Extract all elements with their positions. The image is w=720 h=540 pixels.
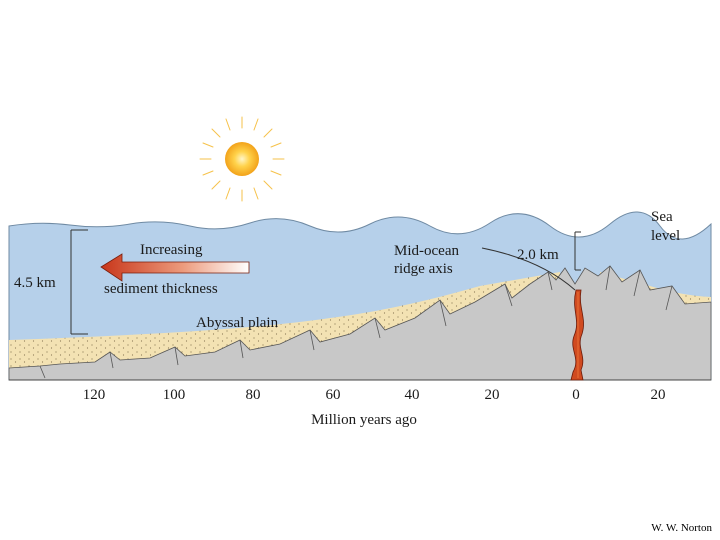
plain-depth-bracket: [70, 229, 88, 335]
tick-label: 20: [485, 387, 500, 403]
tick-label: 40: [405, 387, 420, 403]
increasing-label: Increasing: [140, 242, 203, 258]
ridge-axis-label-line1: Mid-ocean: [394, 243, 459, 259]
sea-level-label-line2: level: [651, 228, 680, 244]
sediment-arrow: [100, 253, 250, 282]
tick-label: 120: [83, 387, 106, 403]
ridge-axis-label-line2: ridge axis: [394, 261, 453, 277]
abyssal-plain-label: Abyssal plain: [196, 315, 279, 331]
ridge-axis-leader: [481, 247, 576, 291]
fault-lines: [39, 265, 673, 379]
tick-label: 60: [326, 387, 341, 403]
oceanic-crust: [8, 265, 712, 381]
credit-text: W. W. Norton: [651, 522, 712, 534]
axis-ticks: 120 100 80 60 40 20 0 20: [83, 387, 666, 403]
ridge-depth-bracket: [574, 231, 581, 271]
tick-label: 80: [246, 387, 261, 403]
axis-title: Million years ago: [311, 412, 417, 428]
plain-depth-label: 4.5 km: [14, 275, 56, 291]
sea-level-label-line1: Sea: [651, 209, 673, 225]
magma-conduit: [570, 289, 584, 381]
sediment-thickness-label: sediment thickness: [104, 281, 218, 297]
ridge-depth-label: 2.0 km: [517, 247, 559, 263]
sun-icon: [199, 116, 285, 202]
tick-label: 0: [572, 387, 580, 403]
tick-label: 100: [163, 387, 186, 403]
tick-label: 20: [651, 387, 666, 403]
